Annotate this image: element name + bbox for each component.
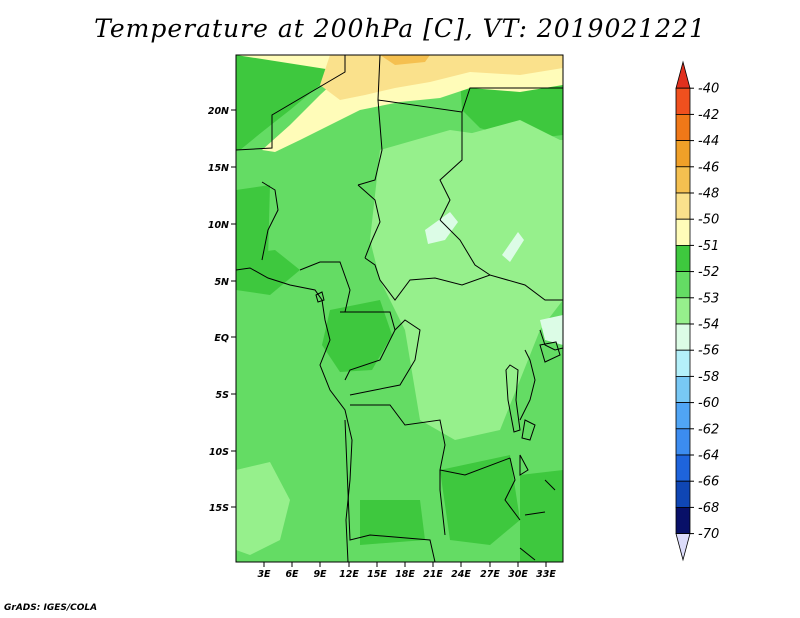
colorbar-label: -44: [698, 134, 719, 149]
colorbar-label: -62: [698, 422, 719, 437]
colorbar-swatch: [675, 533, 691, 562]
colorbar-label: -54: [698, 318, 719, 333]
colorbar-swatch: [675, 297, 691, 325]
lon-tick-label: 12E: [339, 569, 359, 580]
colorbar-swatch: [675, 480, 691, 508]
colorbar-swatch: [675, 87, 691, 115]
chart-title: Temperature at 200hPa [C], VT: 201902122…: [94, 14, 706, 43]
colorbar-label: -66: [698, 475, 719, 490]
colorbar-label: -50: [698, 213, 719, 228]
lon-tick-label: 24E: [451, 569, 471, 580]
lon-tick-label: 33E: [536, 569, 556, 580]
colorbar-swatch: [675, 428, 691, 456]
lat-tick-labels: 20N 15N 10N 5N EQ 5S 10S 15S: [208, 106, 229, 514]
lat-tick-label: EQ: [214, 333, 229, 344]
colorbar-swatch: [675, 454, 691, 482]
field-level-52: [360, 500, 425, 545]
colorbar-label: -51: [698, 239, 719, 254]
lon-tick-label: 30E: [508, 569, 528, 580]
field-level-56: [502, 232, 524, 262]
colorbar-swatch: [675, 506, 691, 534]
colorbar-label: -64: [698, 449, 719, 464]
colorbar-label: -48: [698, 187, 719, 202]
colorbar-swatch: [675, 271, 691, 299]
colorbar-label: -46: [698, 160, 719, 175]
field-level-54: [236, 462, 290, 555]
field-level-54: [465, 120, 560, 190]
colorbar-swatch: [675, 402, 691, 430]
temperature-field: [236, 55, 563, 562]
colorbar-swatch: [675, 218, 691, 246]
colorbar-swatch: [675, 323, 691, 351]
colorbar-swatch: [675, 375, 691, 403]
field-level-52: [236, 55, 330, 150]
grads-credit: GrADS: IGES/COLA: [4, 603, 98, 613]
colorbar-label: -58: [698, 370, 719, 385]
colorbar-label: -56: [698, 344, 719, 359]
colorbar-label: -68: [698, 501, 719, 516]
lat-tick-label: 10N: [208, 220, 229, 231]
coastlines: [236, 267, 561, 562]
colorbar-swatch: [675, 349, 691, 377]
lon-tick-label: 6E: [285, 569, 299, 580]
lon-tick-label: 15E: [367, 569, 387, 580]
colorbar-swatch: [675, 244, 691, 272]
lon-tick-label: 3E: [257, 569, 271, 580]
lon-tick-label: 21E: [423, 569, 443, 580]
colorbar-label: -52: [698, 265, 719, 280]
colorbar-label: -53: [698, 291, 719, 306]
map-frame: [235, 54, 564, 563]
field-level-56: [425, 212, 458, 244]
field-level-56: [540, 315, 563, 345]
colorbar-swatch: [675, 192, 691, 220]
colorbar: -40 -42 -44 -46 -48 -50 -51 -52 -53 -54 -56 -58 -60 -…: [675, 60, 719, 562]
lat-axis: [231, 109, 236, 508]
colorbar-swatch: [675, 114, 691, 142]
field-level-52: [236, 185, 270, 262]
colorbar-label: -60: [698, 396, 719, 411]
lat-tick-label: 20N: [208, 106, 229, 117]
colorbar-label: -40: [698, 82, 719, 97]
lat-tick-label: 5S: [216, 390, 230, 401]
colorbar-swatch: [675, 166, 691, 194]
lon-tick-label: 27E: [480, 569, 500, 580]
colorbar-swatch: [675, 140, 691, 168]
lon-tick-label: 9E: [313, 569, 327, 580]
lat-tick-label: 15N: [208, 163, 229, 174]
field-level-52: [322, 300, 392, 372]
country-borders: [236, 55, 563, 562]
lat-tick-label: 5N: [214, 277, 229, 288]
lon-tick-labels: 3E 6E 9E 12E 15E 18E 21E 24E 27E 30E 33E: [257, 569, 556, 580]
field-level-54: [370, 130, 563, 440]
field-level-51: [236, 55, 563, 152]
colorbar-label: -42: [698, 108, 719, 123]
field-level-52: [520, 470, 563, 562]
field-level-48: [380, 55, 430, 65]
field-level-50: [320, 55, 563, 100]
lat-tick-label: 15S: [209, 503, 229, 514]
lat-tick-label: 10S: [209, 447, 229, 458]
field-level-52: [236, 250, 300, 295]
field-level-52: [460, 78, 563, 140]
colorbar-label: -70: [698, 527, 719, 542]
field-level-52: [440, 455, 520, 545]
lon-tick-label: 18E: [395, 569, 415, 580]
lon-axis: [263, 562, 547, 567]
colorbar-swatch: [675, 60, 691, 89]
